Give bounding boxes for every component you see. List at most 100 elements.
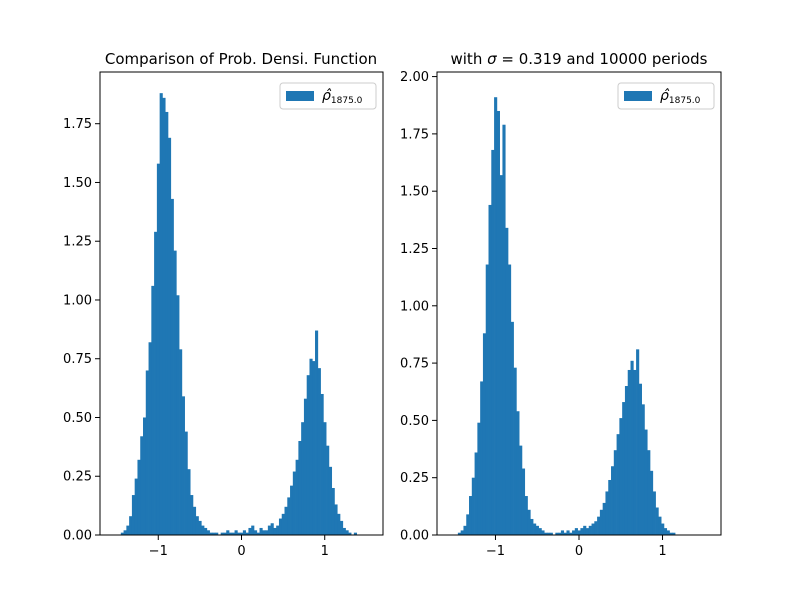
left-histogram-bar xyxy=(229,532,233,535)
left-histogram-bar xyxy=(348,532,352,535)
right-y-tick-label: 1.50 xyxy=(400,185,429,200)
left-histogram-bar xyxy=(195,516,199,535)
right-histogram-bar xyxy=(474,452,478,535)
left-histogram-bar xyxy=(181,396,185,535)
sigma-symbol: σ xyxy=(487,50,497,68)
left-histogram-bar xyxy=(298,440,302,535)
left-histogram-bar xyxy=(273,527,277,535)
left-chart-title: Comparison of Prob. Densi. Function xyxy=(105,50,377,68)
right-legend-subscript: 1875.0 xyxy=(669,96,701,106)
right-y-tick-label: 0.00 xyxy=(400,529,429,544)
left-histogram-bar xyxy=(184,431,188,535)
left-histogram-bar xyxy=(167,137,172,535)
left-legend-swatch xyxy=(286,91,314,101)
right-histogram-bar xyxy=(647,450,651,535)
left-histogram-bar xyxy=(253,530,258,535)
left-histogram-bar xyxy=(342,527,346,535)
right-histogram-bar xyxy=(555,532,559,535)
right-histogram-bar xyxy=(616,434,620,535)
left-histogram-bar xyxy=(215,532,219,535)
left-histogram-bar xyxy=(212,532,216,535)
left-histogram-bar xyxy=(206,530,210,535)
right-histogram-bar xyxy=(519,445,523,535)
left-histogram-bar xyxy=(323,422,327,535)
left-histogram-bar xyxy=(306,375,310,535)
right-histogram-bar xyxy=(583,525,587,535)
right-histogram-bar xyxy=(569,532,573,535)
right-x-tick-label: −1 xyxy=(486,544,505,559)
left-histogram-bar xyxy=(231,532,235,535)
left-histogram-bar xyxy=(259,527,263,535)
left-histogram-bar xyxy=(165,111,169,535)
right-chart-panel: with σ = 0.319 and 10000 periods 0.00 0.2… xyxy=(400,50,722,559)
right-histogram-bar xyxy=(544,532,548,535)
right-histogram-bar xyxy=(605,491,609,535)
left-histogram-bar xyxy=(220,532,224,535)
right-histogram-bar xyxy=(594,521,598,535)
right-histogram-bar xyxy=(558,532,562,535)
left-histogram-bar xyxy=(143,417,147,535)
right-histogram-bar xyxy=(527,509,531,535)
right-y-axis-ticks: 0.00 0.25 0.50 0.75 1.00 1.25 1.50 1.75 2.00 xyxy=(400,70,437,544)
left-histogram-bar xyxy=(337,513,341,535)
right-histogram-bar xyxy=(508,264,512,535)
left-histogram-bar xyxy=(328,466,333,535)
left-y-tick-label: 1.25 xyxy=(63,235,92,250)
right-histogram-bar xyxy=(560,530,565,535)
right-histogram-bar xyxy=(494,97,498,536)
right-histogram-bar xyxy=(644,429,648,535)
right-histogram-bar xyxy=(613,450,617,535)
left-legend-subscript: 1875.0 xyxy=(331,96,363,106)
right-y-tick-label: 1.75 xyxy=(400,127,429,142)
right-histogram-bar xyxy=(538,528,542,535)
left-y-tick-label: 1.75 xyxy=(63,117,92,132)
right-histogram-bar xyxy=(611,466,615,535)
left-histogram-bar xyxy=(187,469,191,535)
right-histogram-bar xyxy=(546,532,551,535)
left-y-tick-label: 0.50 xyxy=(63,411,92,426)
right-histogram-bar xyxy=(572,530,576,535)
right-histogram-bar xyxy=(510,321,514,535)
right-histogram-bar xyxy=(599,509,604,535)
left-histogram-bar xyxy=(290,485,294,535)
left-histogram-bar xyxy=(170,198,174,535)
right-histogram-bar xyxy=(652,491,656,535)
left-histogram-bar xyxy=(134,478,138,535)
left-histogram-bar xyxy=(145,370,149,535)
right-histogram-bar xyxy=(469,496,473,535)
right-histogram-bar xyxy=(533,523,537,535)
right-y-tick-label: 1.00 xyxy=(400,299,429,314)
left-histogram-bar xyxy=(284,506,288,535)
left-histogram-bar xyxy=(278,518,283,535)
left-x-axis-ticks: −1 0 1 xyxy=(149,535,329,559)
right-x-tick-label: 0 xyxy=(575,544,583,559)
left-histogram-bar xyxy=(173,250,177,535)
left-histogram-bar xyxy=(156,163,160,535)
right-histogram-bar xyxy=(491,149,495,535)
left-y-tick-label: 0.75 xyxy=(63,352,92,367)
left-histogram-bar xyxy=(123,530,127,535)
left-axes-frame xyxy=(99,71,384,536)
right-histogram-bar xyxy=(513,367,517,535)
left-histogram-bar xyxy=(176,295,180,535)
left-legend-label: ρ̂1875.0 xyxy=(322,88,363,106)
left-histogram-bar xyxy=(131,495,136,535)
right-histogram-bar xyxy=(524,496,528,535)
left-histogram-bar xyxy=(295,459,299,535)
left-histogram-bar xyxy=(129,516,133,535)
left-histogram-bar xyxy=(223,532,227,535)
right-histogram-bar xyxy=(516,411,520,535)
left-legend-rho: ρ̂ xyxy=(322,88,332,104)
right-histogram-bars xyxy=(457,97,676,536)
right-histogram-bar xyxy=(577,530,581,535)
left-histogram-bar xyxy=(234,530,238,535)
left-histogram-bar xyxy=(201,525,205,535)
left-histogram-bar xyxy=(265,530,269,535)
right-histogram-bar xyxy=(466,514,470,535)
right-histogram-bar xyxy=(460,530,464,535)
right-legend-box xyxy=(617,82,715,110)
right-histogram-bar xyxy=(502,124,506,535)
left-histogram-bar xyxy=(148,342,152,535)
